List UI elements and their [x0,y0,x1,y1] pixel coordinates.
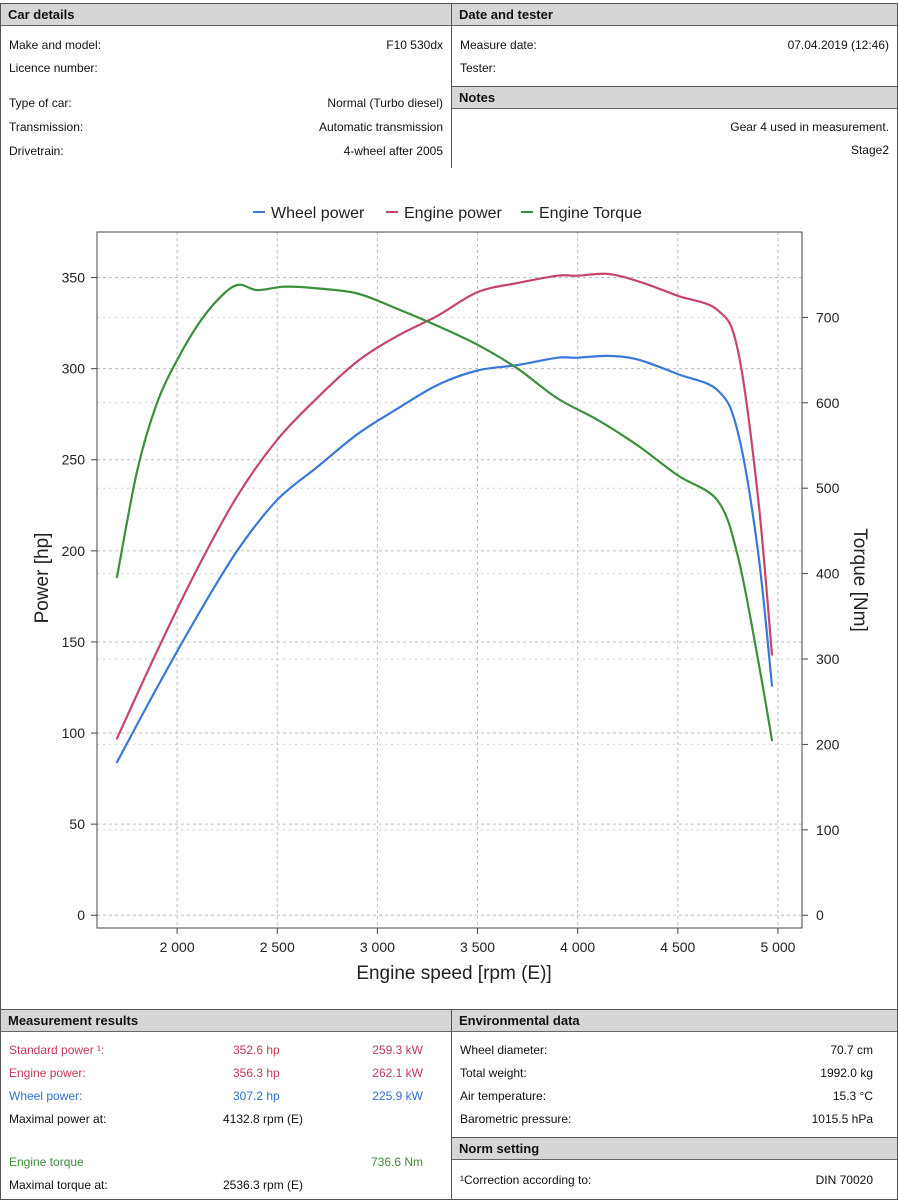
notes-header: Notes [452,87,897,109]
max-power-value: 4132.8 rpm (E) [223,1112,304,1126]
date-tester-header: Date and tester [452,4,897,26]
environment-header: Environmental data [452,1010,897,1032]
max-torque-label: Maximal torque at: [9,1178,108,1192]
tester-label: Tester: [460,61,497,75]
measure-date-label: Measure date: [460,38,537,52]
standard-power-hp: 352.6 hp [233,1043,280,1057]
engine-power-kw: 262.1 kW [372,1066,423,1080]
measure-date-value: 07.04.2019 (12:46) [787,38,889,52]
transmission-label: Transmission: [9,120,84,134]
air-temperature-label: Air temperature: [460,1089,547,1103]
chart-frame [0,168,898,1010]
correction-value: DIN 70020 [815,1173,873,1187]
correction-label: ¹Correction according to: [460,1173,592,1187]
total-weight-value: 1992.0 kg [820,1066,873,1080]
wheel-power-hp: 307.2 hp [233,1089,280,1103]
car-details-panel: Car details Make and model: F10 530dx Li… [0,3,452,169]
licence-label: Licence number: [9,61,98,75]
standard-power-kw: 259.3 kW [372,1043,423,1057]
drivetrain-label: Drivetrain: [9,144,64,158]
make-model-label: Make and model: [9,38,102,52]
total-weight-label: Total weight: [460,1066,527,1080]
notes-line-2: Stage2 [850,143,889,157]
notes-panel: Notes Gear 4 used in measurement. Stage2 [451,86,898,169]
drivetrain-value: 4-wheel after 2005 [343,144,443,158]
wheel-power-label: Wheel power: [9,1089,83,1103]
car-type-value: Normal (Turbo diesel) [327,96,443,110]
air-temperature-value: 15.3 °C [832,1089,873,1103]
engine-power-label: Engine power: [9,1066,86,1080]
environment-panel: Environmental data Wheel diameter: 70.7 … [451,1009,898,1138]
wheel-diameter-value: 70.7 cm [830,1043,873,1057]
measurement-header: Measurement results [1,1010,451,1032]
measurement-panel: Measurement results Standard power ¹: 35… [0,1009,452,1200]
engine-power-hp: 356.3 hp [233,1066,280,1080]
max-torque-value: 2536.3 rpm (E) [223,1178,304,1192]
car-type-label: Type of car: [9,96,72,110]
engine-torque-value: 736.6 Nm [370,1155,423,1169]
wheel-diameter-label: Wheel diameter: [460,1043,548,1057]
barometric-pressure-value: 1015.5 hPa [811,1112,873,1126]
barometric-pressure-label: Barometric pressure: [460,1112,572,1126]
make-model-value: F10 530dx [386,38,443,52]
standard-power-label: Standard power ¹: [9,1043,105,1057]
transmission-value: Automatic transmission [318,120,443,134]
date-tester-panel: Date and tester Measure date: 07.04.2019… [451,3,898,87]
car-details-header: Car details [1,4,451,26]
norm-header: Norm setting [452,1138,897,1160]
wheel-power-kw: 225.9 kW [372,1089,423,1103]
norm-panel: Norm setting ¹Correction according to: D… [451,1137,898,1200]
max-power-label: Maximal power at: [9,1112,107,1126]
notes-line-1: Gear 4 used in measurement. [730,120,889,134]
engine-torque-label: Engine torque [9,1155,84,1169]
